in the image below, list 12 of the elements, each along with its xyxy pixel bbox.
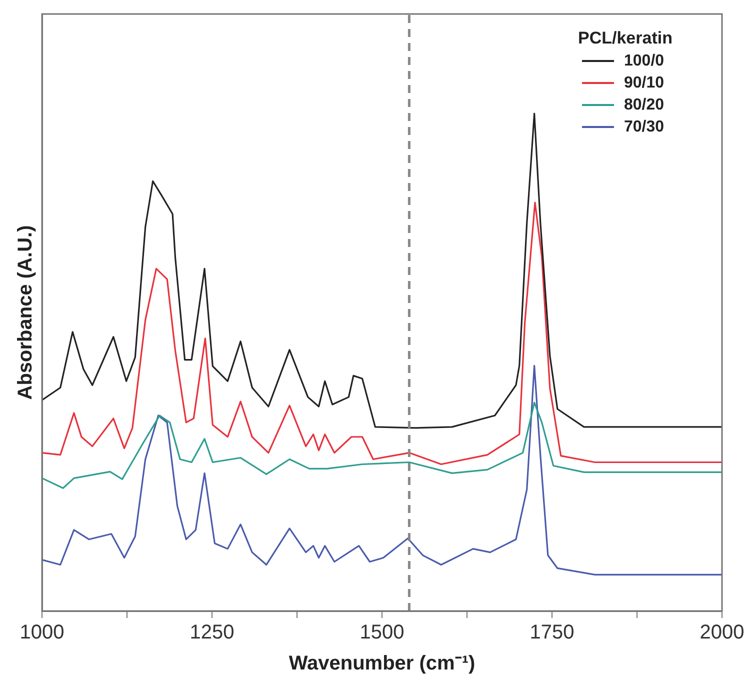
x-axis-title: Wavenumber (cm⁻¹) [288, 652, 476, 675]
legend-label: 70/30 [624, 118, 664, 136]
y-axis-title: Absorbance (A.U.) [14, 225, 37, 400]
x-tick-label: 1000 [20, 622, 64, 644]
x-tick-label: 1500 [360, 622, 404, 644]
x-tick-label: 2000 [700, 622, 744, 644]
legend-label: 100/0 [624, 52, 664, 70]
legend-label: 80/20 [624, 96, 664, 114]
x-tick-label: 1250 [190, 622, 234, 644]
legend-title: PCL/keratin [578, 28, 672, 48]
x-tick-label: 1750 [530, 622, 574, 644]
legend-label: 90/10 [624, 74, 664, 92]
